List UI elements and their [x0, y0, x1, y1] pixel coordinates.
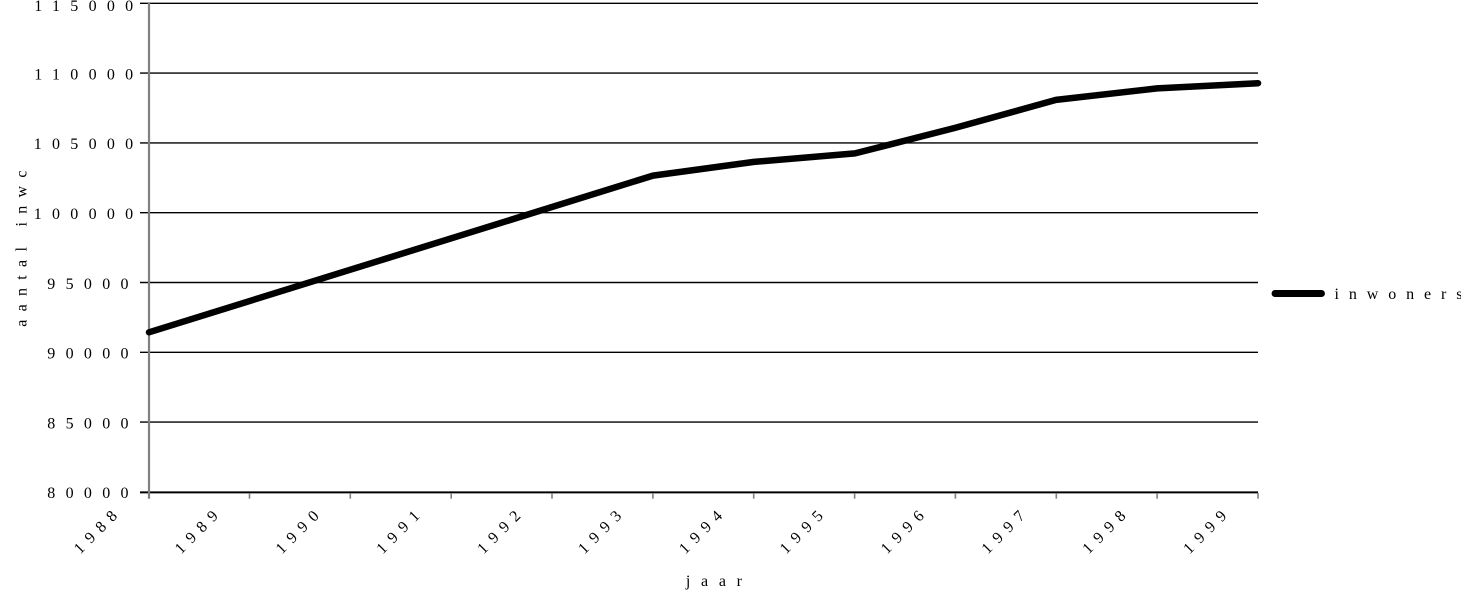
svg-text:jaar: jaar [685, 573, 753, 590]
svg-text:110000: 110000 [34, 66, 143, 83]
svg-text:aantal inwc: aantal inwc [13, 162, 30, 327]
svg-text:95000: 95000 [47, 276, 139, 293]
svg-text:100000: 100000 [34, 206, 144, 223]
svg-text:115000: 115000 [34, 0, 143, 15]
svg-text:85000: 85000 [47, 415, 139, 432]
svg-text:inwoners: inwoners [1335, 286, 1461, 303]
svg-text:80000: 80000 [47, 485, 139, 502]
svg-text:105000: 105000 [34, 136, 144, 153]
svg-text:90000: 90000 [47, 346, 139, 363]
